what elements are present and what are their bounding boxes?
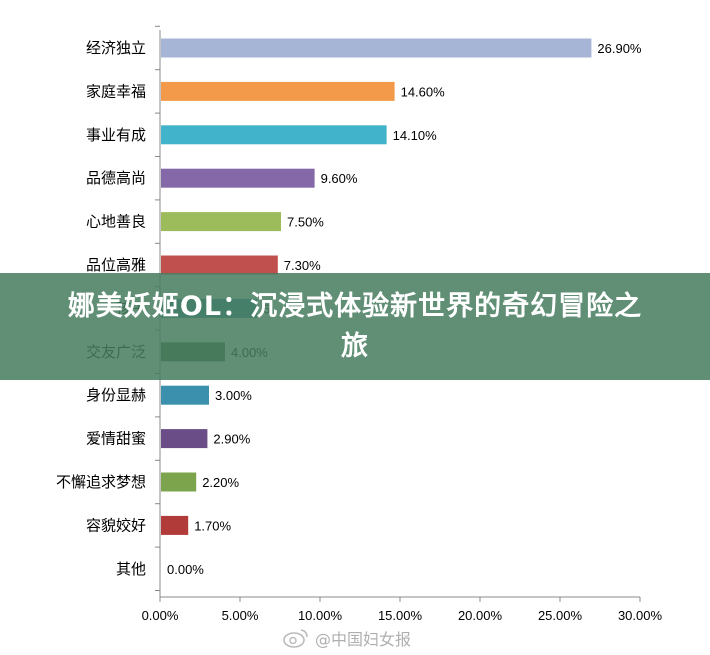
- bar: [161, 81, 395, 101]
- bar: [161, 515, 189, 535]
- category-label: 家庭幸福: [86, 83, 146, 100]
- x-tick-label: 20.00%: [458, 608, 503, 623]
- bar: [161, 385, 209, 405]
- category-label: 品位高雅: [86, 257, 146, 274]
- category-label: 爱情甜蜜: [86, 431, 146, 448]
- category-label: 品德高尚: [86, 169, 146, 187]
- category-label: 身份显赫: [86, 387, 146, 404]
- category-label: 其他: [116, 561, 146, 578]
- bar: [161, 472, 197, 492]
- banner-title: 娜美妖姬OL：沉浸式体验新世界的奇幻冒险之旅: [67, 290, 643, 362]
- value-label: 14.10%: [393, 128, 438, 143]
- bar: [161, 255, 278, 275]
- bar: [161, 429, 208, 449]
- value-label: 14.60%: [401, 84, 446, 99]
- bar: [161, 125, 387, 145]
- category-label: 心地善良: [86, 214, 146, 231]
- value-label: 7.30%: [284, 258, 321, 273]
- title-banner: 娜美妖姬OL：沉浸式体验新世界的奇幻冒险之旅: [0, 273, 710, 380]
- x-tick-label: 0.00%: [142, 608, 179, 623]
- value-labels: 26.90%14.60%14.10%9.60%7.50%7.30%64.00%3…: [167, 41, 642, 577]
- category-label: 事业有成: [86, 127, 146, 144]
- x-axis: 0.00% 5.00% 10.00% 15.00% 20.00% 25.00% 30.00%: [142, 25, 663, 623]
- watermark: @中国妇女报: [283, 626, 411, 650]
- value-label: 3.00%: [215, 388, 252, 403]
- x-tick-label: 5.00%: [222, 608, 259, 623]
- value-label: 7.50%: [287, 215, 324, 230]
- value-label: 2.90%: [213, 432, 250, 447]
- x-tick-label: 10.00%: [298, 608, 343, 623]
- value-label: 2.20%: [202, 475, 239, 490]
- category-label: 经济独立: [86, 40, 146, 57]
- watermark-text: @中国妇女报: [315, 630, 412, 649]
- value-label: 26.90%: [597, 41, 642, 56]
- bar: [161, 168, 315, 188]
- x-tick-label: 30.00%: [618, 608, 663, 623]
- category-label: 容貌姣好: [86, 516, 146, 534]
- value-label: 1.70%: [194, 518, 231, 533]
- weibo-logo-icon: [283, 629, 308, 648]
- category-label: 不懈追求梦想: [56, 473, 146, 491]
- bar: [161, 212, 281, 232]
- value-label: 9.60%: [321, 171, 358, 186]
- x-tick-label: 15.00%: [378, 608, 423, 623]
- value-label: 0.00%: [167, 562, 204, 577]
- bar: [161, 38, 592, 58]
- x-tick-label: 25.00%: [538, 608, 583, 623]
